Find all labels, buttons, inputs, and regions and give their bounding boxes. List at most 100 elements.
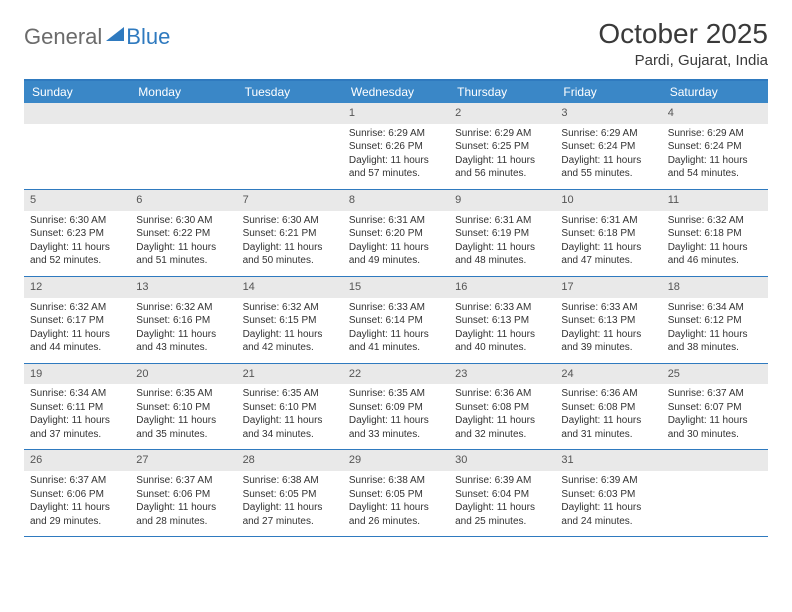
day-cell [24,103,130,189]
day-cell: 28Sunrise: 6:38 AMSunset: 6:05 PMDayligh… [237,450,343,536]
header: General Blue October 2025 Pardi, Gujarat… [24,18,768,69]
daylight-text: Daylight: 11 hours and 28 minutes. [136,501,230,528]
day-number: 25 [662,364,768,385]
weekday-label: Sunday [24,81,130,103]
daylight-text: Daylight: 11 hours and 42 minutes. [243,328,337,355]
sunset-text: Sunset: 6:04 PM [455,488,549,502]
sunset-text: Sunset: 6:09 PM [349,401,443,415]
sunset-text: Sunset: 6:12 PM [668,314,762,328]
day-body [130,124,236,135]
day-cell: 25Sunrise: 6:37 AMSunset: 6:07 PMDayligh… [662,364,768,450]
day-body: Sunrise: 6:33 AMSunset: 6:13 PMDaylight:… [555,298,661,363]
sunrise-text: Sunrise: 6:29 AM [561,127,655,141]
sunset-text: Sunset: 6:13 PM [455,314,549,328]
day-body: Sunrise: 6:37 AMSunset: 6:06 PMDaylight:… [130,471,236,536]
day-number: 10 [555,190,661,211]
sunrise-text: Sunrise: 6:32 AM [30,301,124,315]
day-number [24,103,130,124]
daylight-text: Daylight: 11 hours and 29 minutes. [30,501,124,528]
sunset-text: Sunset: 6:10 PM [136,401,230,415]
sunset-text: Sunset: 6:08 PM [561,401,655,415]
day-cell: 9Sunrise: 6:31 AMSunset: 6:19 PMDaylight… [449,190,555,276]
daylight-text: Daylight: 11 hours and 30 minutes. [668,414,762,441]
day-cell: 29Sunrise: 6:38 AMSunset: 6:05 PMDayligh… [343,450,449,536]
day-body: Sunrise: 6:31 AMSunset: 6:20 PMDaylight:… [343,211,449,276]
daylight-text: Daylight: 11 hours and 51 minutes. [136,241,230,268]
daylight-text: Daylight: 11 hours and 54 minutes. [668,154,762,181]
daylight-text: Daylight: 11 hours and 52 minutes. [30,241,124,268]
day-cell: 21Sunrise: 6:35 AMSunset: 6:10 PMDayligh… [237,364,343,450]
day-number: 3 [555,103,661,124]
day-body: Sunrise: 6:35 AMSunset: 6:10 PMDaylight:… [237,384,343,449]
day-body: Sunrise: 6:32 AMSunset: 6:15 PMDaylight:… [237,298,343,363]
day-cell: 13Sunrise: 6:32 AMSunset: 6:16 PMDayligh… [130,277,236,363]
sunrise-text: Sunrise: 6:29 AM [668,127,762,141]
calendar-week: 19Sunrise: 6:34 AMSunset: 6:11 PMDayligh… [24,364,768,451]
title-block: October 2025 Pardi, Gujarat, India [598,18,768,69]
sunrise-text: Sunrise: 6:33 AM [561,301,655,315]
daylight-text: Daylight: 11 hours and 40 minutes. [455,328,549,355]
day-body: Sunrise: 6:31 AMSunset: 6:18 PMDaylight:… [555,211,661,276]
day-number: 4 [662,103,768,124]
sunset-text: Sunset: 6:20 PM [349,227,443,241]
day-cell [237,103,343,189]
sunrise-text: Sunrise: 6:35 AM [136,387,230,401]
sunrise-text: Sunrise: 6:29 AM [455,127,549,141]
sunset-text: Sunset: 6:10 PM [243,401,337,415]
day-number: 26 [24,450,130,471]
day-body: Sunrise: 6:35 AMSunset: 6:10 PMDaylight:… [130,384,236,449]
month-title: October 2025 [598,18,768,50]
weeks-container: 1Sunrise: 6:29 AMSunset: 6:26 PMDaylight… [24,103,768,537]
day-cell: 22Sunrise: 6:35 AMSunset: 6:09 PMDayligh… [343,364,449,450]
day-number: 31 [555,450,661,471]
brand-logo: General Blue [24,24,170,50]
daylight-text: Daylight: 11 hours and 43 minutes. [136,328,230,355]
daylight-text: Daylight: 11 hours and 27 minutes. [243,501,337,528]
day-body [237,124,343,135]
daylight-text: Daylight: 11 hours and 48 minutes. [455,241,549,268]
day-cell: 23Sunrise: 6:36 AMSunset: 6:08 PMDayligh… [449,364,555,450]
daylight-text: Daylight: 11 hours and 46 minutes. [668,241,762,268]
day-body: Sunrise: 6:34 AMSunset: 6:11 PMDaylight:… [24,384,130,449]
sunrise-text: Sunrise: 6:35 AM [243,387,337,401]
day-cell: 24Sunrise: 6:36 AMSunset: 6:08 PMDayligh… [555,364,661,450]
weekday-header: Sunday Monday Tuesday Wednesday Thursday… [24,81,768,103]
day-cell [662,450,768,536]
day-number: 12 [24,277,130,298]
day-number: 27 [130,450,236,471]
sunrise-text: Sunrise: 6:31 AM [349,214,443,228]
day-cell: 30Sunrise: 6:39 AMSunset: 6:04 PMDayligh… [449,450,555,536]
day-cell: 7Sunrise: 6:30 AMSunset: 6:21 PMDaylight… [237,190,343,276]
day-cell: 16Sunrise: 6:33 AMSunset: 6:13 PMDayligh… [449,277,555,363]
sunset-text: Sunset: 6:23 PM [30,227,124,241]
day-body: Sunrise: 6:33 AMSunset: 6:14 PMDaylight:… [343,298,449,363]
day-cell: 1Sunrise: 6:29 AMSunset: 6:26 PMDaylight… [343,103,449,189]
sunrise-text: Sunrise: 6:37 AM [668,387,762,401]
sunrise-text: Sunrise: 6:30 AM [136,214,230,228]
day-body: Sunrise: 6:30 AMSunset: 6:23 PMDaylight:… [24,211,130,276]
daylight-text: Daylight: 11 hours and 35 minutes. [136,414,230,441]
day-body: Sunrise: 6:29 AMSunset: 6:24 PMDaylight:… [662,124,768,189]
daylight-text: Daylight: 11 hours and 49 minutes. [349,241,443,268]
day-number: 19 [24,364,130,385]
sunset-text: Sunset: 6:25 PM [455,140,549,154]
day-cell: 19Sunrise: 6:34 AMSunset: 6:11 PMDayligh… [24,364,130,450]
sunrise-text: Sunrise: 6:39 AM [561,474,655,488]
calendar-page: General Blue October 2025 Pardi, Gujarat… [0,0,792,555]
day-body: Sunrise: 6:37 AMSunset: 6:06 PMDaylight:… [24,471,130,536]
day-cell: 12Sunrise: 6:32 AMSunset: 6:17 PMDayligh… [24,277,130,363]
day-number: 16 [449,277,555,298]
day-number: 20 [130,364,236,385]
sunrise-text: Sunrise: 6:38 AM [243,474,337,488]
weekday-label: Thursday [449,81,555,103]
sunrise-text: Sunrise: 6:30 AM [30,214,124,228]
calendar-week: 1Sunrise: 6:29 AMSunset: 6:26 PMDaylight… [24,103,768,190]
day-cell: 11Sunrise: 6:32 AMSunset: 6:18 PMDayligh… [662,190,768,276]
day-body: Sunrise: 6:36 AMSunset: 6:08 PMDaylight:… [555,384,661,449]
sunset-text: Sunset: 6:18 PM [668,227,762,241]
day-cell: 14Sunrise: 6:32 AMSunset: 6:15 PMDayligh… [237,277,343,363]
day-body: Sunrise: 6:38 AMSunset: 6:05 PMDaylight:… [343,471,449,536]
sunset-text: Sunset: 6:17 PM [30,314,124,328]
sunset-text: Sunset: 6:06 PM [136,488,230,502]
sunrise-text: Sunrise: 6:39 AM [455,474,549,488]
